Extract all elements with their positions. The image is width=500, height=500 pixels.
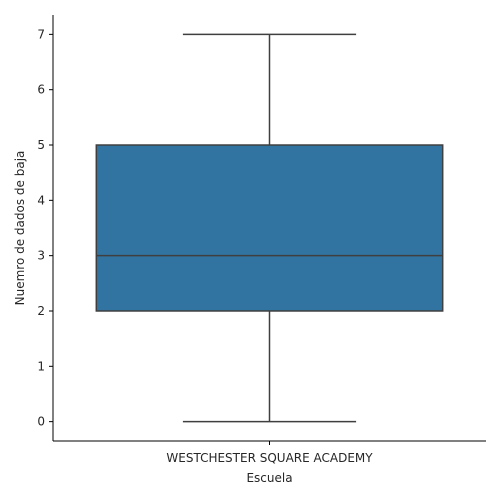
iqr-box — [95, 144, 444, 312]
y-tick-label: 5 — [37, 138, 45, 152]
y-tick-label: 1 — [37, 359, 45, 373]
y-tick-label: 4 — [37, 193, 45, 207]
plot-area — [95, 33, 444, 423]
x-axis: WESTCHESTER SQUARE ACADEMY — [53, 440, 486, 465]
y-tick-label: 2 — [37, 304, 45, 318]
y-axis: 0 1 2 3 4 5 6 7 — [37, 15, 54, 441]
x-tick-label: WESTCHESTER SQUARE ACADEMY — [166, 451, 373, 465]
y-tick-label: 6 — [37, 83, 45, 97]
y-axis-label: Nuemro de dados de baja — [13, 151, 27, 306]
y-tick-label: 0 — [37, 415, 45, 429]
x-axis-label: Escuela — [246, 471, 292, 485]
y-tick-label: 3 — [37, 249, 45, 263]
y-tick-label: 7 — [37, 27, 45, 41]
